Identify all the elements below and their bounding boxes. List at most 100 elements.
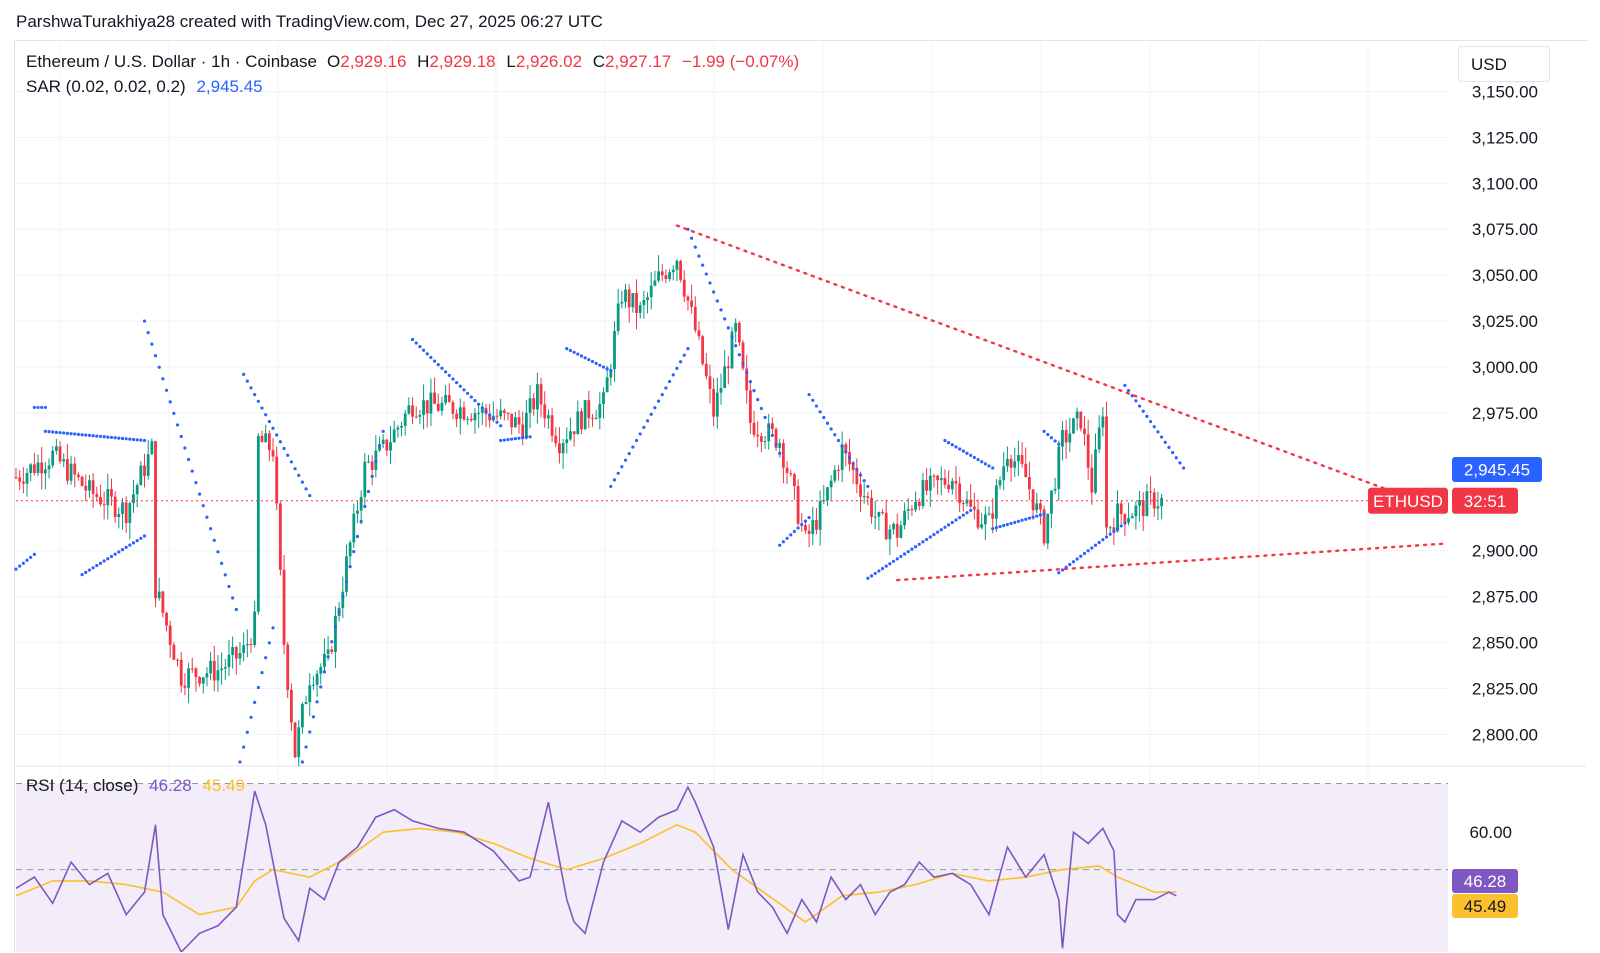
price-axis-tick-label: 2,800.00 [1472,725,1538,744]
candle [29,463,33,482]
candle-body [43,469,47,474]
sar-dot [1134,399,1138,403]
candle-body [260,435,264,443]
sar-dot [921,540,925,544]
candle-body [436,403,440,411]
sar-dot [954,445,958,449]
candle-body [690,300,694,307]
candle [815,507,818,535]
candle-body [18,477,22,482]
sar-dot [950,443,954,447]
sar-dot [256,685,260,690]
candle-body [473,413,477,421]
candle-body [444,394,447,403]
rsi-label[interactable]: RSI (14, close) [26,776,139,795]
candle [444,385,447,406]
sar-dot [1104,535,1109,539]
sar-value: 2,945.45 [196,77,263,96]
candle [345,544,348,597]
sar-dot [194,481,198,485]
candle-body [1072,418,1075,434]
candle-body [128,503,132,523]
open-value: 2,929.16 [340,52,407,71]
candle-body [756,434,760,437]
candle [168,620,172,658]
sar-dot [579,354,584,358]
sar-dot [1005,522,1009,527]
sar-dot [326,655,330,659]
candle [752,410,756,438]
candle-body [943,478,947,485]
candle-body [668,272,671,280]
candle-body [844,444,848,453]
candle [143,453,146,488]
candle-body [547,415,550,419]
sar-dot [936,530,940,534]
candle-body [1149,491,1152,493]
change-value: −1.99 (−0.07%) [681,52,800,71]
sar-dot [297,473,301,478]
chart-frame [14,40,1587,953]
candle-body [88,480,91,491]
candle-body [249,644,253,646]
sar-dot [1145,414,1149,418]
candle [936,474,940,495]
candle [58,440,62,464]
candle [616,288,620,335]
sar-dot [495,420,499,424]
sar-dot [1082,551,1087,556]
candle [183,673,187,696]
sar-dot [315,700,319,704]
candle [165,611,168,632]
countdown-tag-text: 32:51 [1464,492,1507,511]
sar-dot [1046,432,1050,437]
candle-body [462,407,466,420]
currency-button[interactable]: USD [1458,46,1550,82]
candle-body [234,647,238,659]
candle-body [69,463,73,481]
sar-label[interactable]: SAR (0.02, 0.02, 0.2) [26,77,186,96]
candle [242,632,246,662]
candle [598,392,602,430]
sar-dot [227,584,231,589]
sar-dot [778,543,782,547]
candle [1090,454,1094,505]
candle-body [84,485,88,491]
sar-dot [84,570,88,574]
symbol-title[interactable]: Ethereum / U.S. Dollar · 1h · Coinbase [26,52,318,71]
sar-dot [1042,512,1046,516]
sar-dot [987,464,991,468]
sar-dot [601,365,606,369]
candle [928,467,932,507]
candle [1152,488,1156,517]
sar-dot [264,413,268,417]
sar-dot [506,437,510,442]
candle [1127,502,1130,526]
sar-dot [370,474,374,479]
candle-body [969,499,973,507]
candle-body [135,485,139,495]
candle [1134,501,1138,530]
candle-body [440,402,444,411]
sar-dot [311,715,316,719]
sar-dot [925,537,929,542]
sar-dot [756,397,760,402]
candle-body [682,279,686,297]
sar-dot [1027,516,1032,520]
sar-dot [899,554,903,559]
sar-dot [976,457,980,462]
candle-body [866,496,870,498]
candle-body [587,400,591,419]
candle [983,506,987,541]
candle [785,461,789,484]
sar-dot [807,516,811,520]
candle [264,424,268,443]
sar-dot [1016,519,1021,523]
sar-dot [880,566,885,571]
candle [715,377,719,429]
sar-dot [197,492,202,496]
candle [154,440,157,608]
candle-body [458,407,462,419]
candle-body [194,668,198,678]
